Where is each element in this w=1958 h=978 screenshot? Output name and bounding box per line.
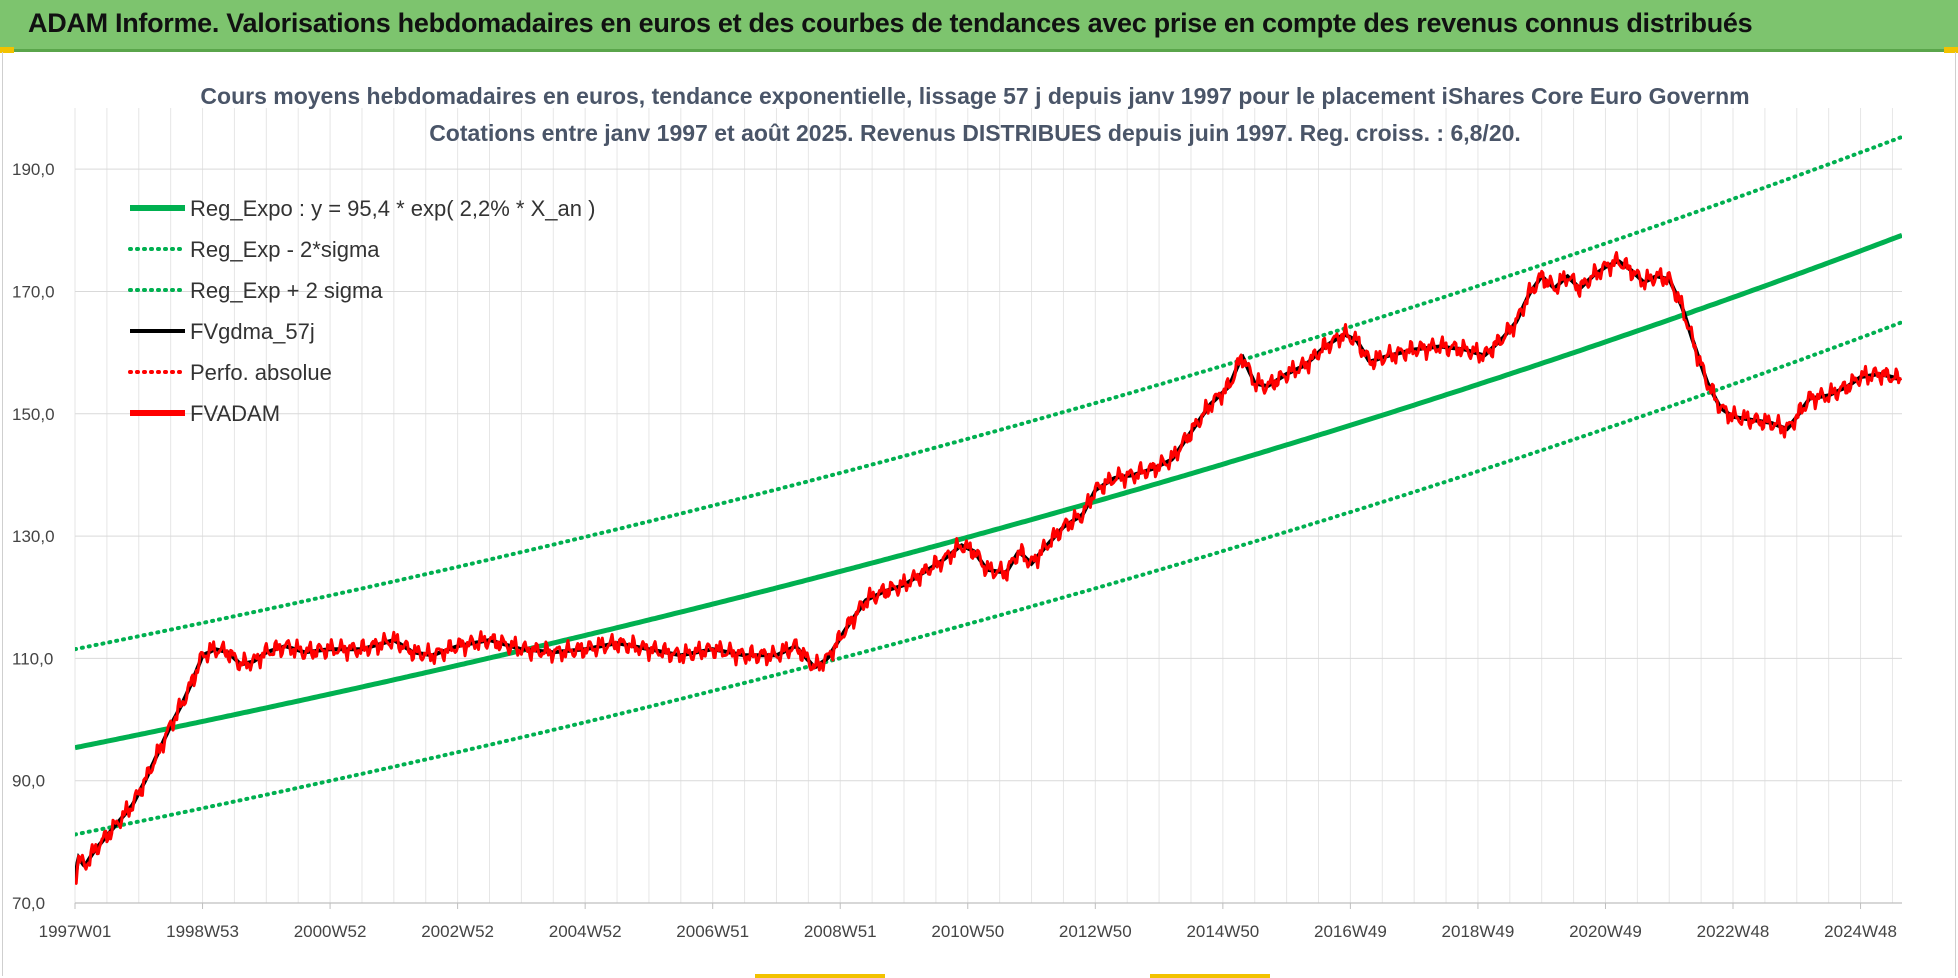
legend-label: Perfo. absolue xyxy=(190,360,332,385)
bottom-tab-marker xyxy=(755,974,885,978)
x-tick-label: 2000W52 xyxy=(294,922,367,941)
y-tick-label: 70,0 xyxy=(12,894,45,913)
legend-label: Reg_Expo : y = 95,4 * exp( 2,2% * X_an ) xyxy=(190,196,595,221)
x-tick-label: 2008W51 xyxy=(804,922,877,941)
grid-lines xyxy=(74,108,1902,904)
x-tick-label: 2002W52 xyxy=(421,922,494,941)
y-tick-label: 190,0 xyxy=(12,160,55,179)
y-tick-label: 90,0 xyxy=(12,772,45,791)
corner-marker-right xyxy=(1944,47,1958,53)
chart-title-line-1: Cours moyens hebdomadaires en euros, ten… xyxy=(200,83,1749,109)
x-tick-label: 2004W52 xyxy=(549,922,622,941)
x-tick-label: 2012W50 xyxy=(1059,922,1132,941)
regression-lower-band xyxy=(75,320,1902,837)
x-tick-label: 2010W50 xyxy=(931,922,1004,941)
y-tick-label: 150,0 xyxy=(12,405,55,424)
axes: 70,0 90,0 110,0 130,0 150,0 170,0 190,0 1997W01… xyxy=(12,160,1902,941)
legend-label: Reg_Exp + 2 sigma xyxy=(190,278,383,303)
y-tick-label: 130,0 xyxy=(12,527,55,546)
x-tick-label: 2016W49 xyxy=(1314,922,1387,941)
y-tick-label: 170,0 xyxy=(12,282,55,301)
x-tick-label: 2006W51 xyxy=(676,922,749,941)
bottom-tab-marker xyxy=(1150,974,1270,978)
x-tick-label: 1998W53 xyxy=(166,922,239,941)
regression-line xyxy=(75,232,1902,751)
smoothed-line xyxy=(75,258,1902,882)
x-tick-label: 2018W49 xyxy=(1442,922,1515,941)
chart-title-line-2: Cotations entre janv 1997 et août 2025. … xyxy=(429,120,1521,146)
y-tick-label: 110,0 xyxy=(12,649,53,668)
legend-label: FVADAM xyxy=(190,401,280,426)
x-tick-label: 2020W49 xyxy=(1569,922,1642,941)
chart-frame xyxy=(2,52,1956,976)
report-title: ADAM Informe. Valorisations hebdomadaire… xyxy=(28,8,1753,38)
legend-label: Reg_Exp - 2*sigma xyxy=(190,237,380,262)
legend: Reg_Expo : y = 95,4 * exp( 2,2% * X_an )… xyxy=(128,196,595,426)
x-tick-label: 1997W01 xyxy=(39,922,112,941)
x-tick-label: 2024W48 xyxy=(1824,922,1897,941)
regression-upper-band xyxy=(75,134,1902,652)
x-tick-label: 2014W50 xyxy=(1186,922,1259,941)
price-line xyxy=(75,251,1902,885)
corner-marker-left xyxy=(0,47,14,53)
header-bar: ADAM Informe. Valorisations hebdomadaire… xyxy=(0,0,1958,52)
plot-area xyxy=(75,134,1902,885)
x-tick-label: 2022W48 xyxy=(1697,922,1770,941)
legend-label: FVgdma_57j xyxy=(190,319,315,344)
